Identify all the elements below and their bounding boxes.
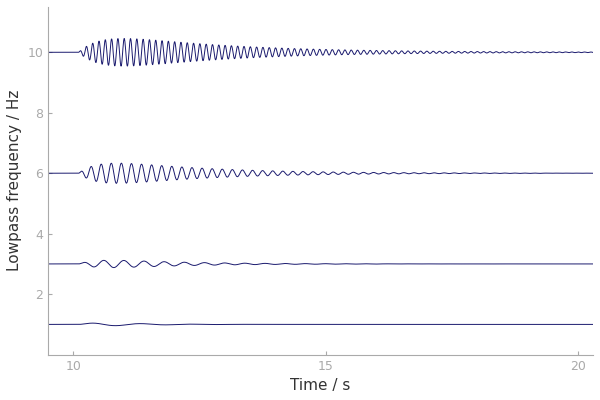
Y-axis label: Lowpass frequency / Hz: Lowpass frequency / Hz bbox=[7, 90, 22, 272]
X-axis label: Time / s: Time / s bbox=[290, 378, 351, 393]
